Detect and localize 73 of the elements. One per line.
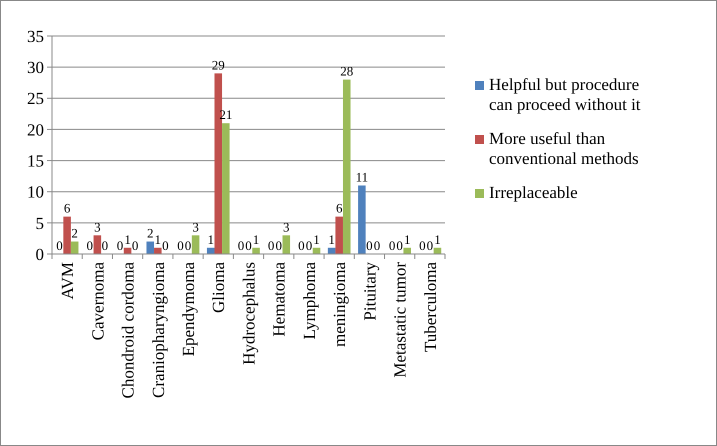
y-tick-label: 15 [27,152,44,171]
data-label: 6 [336,200,343,216]
x-tick-label: Hematoma [270,262,289,337]
data-label: 3 [283,219,290,234]
bar [94,235,102,254]
x-tick-label: Lymphoma [300,262,319,340]
x-tick-label: AVM [58,262,78,300]
data-label: 1 [207,232,214,247]
data-label: 3 [192,219,199,234]
bar [70,242,78,254]
data-label: 6 [64,200,71,216]
data-label: 0 [56,238,63,253]
x-tick-label: Ependymoma [178,262,198,356]
x-tick-label: Cavernoma [88,262,108,340]
data-label: 0 [116,238,124,253]
data-label: 1 [124,232,131,247]
data-label: 2 [71,226,78,241]
data-label: 1 [252,232,260,247]
data-label: 0 [238,238,244,253]
data-label: 0 [184,238,192,253]
data-label: 0 [306,238,312,253]
data-label: 1 [404,232,410,247]
data-label: 0 [245,238,252,253]
data-label: 0 [177,238,184,253]
x-tick-label: meningioma [330,262,350,347]
x-tick-label: Pituitary [360,262,380,321]
data-label: 0 [426,238,434,253]
y-tick-label: 25 [27,89,44,108]
data-label: 29 [212,57,225,72]
data-label: 0 [396,238,403,253]
y-tick-label: 5 [36,214,44,233]
bar [335,216,343,254]
data-label: 0 [275,238,282,253]
bar [192,235,200,254]
bar [342,80,351,254]
x-tick-label: Chondroid cordoma [118,262,138,398]
bar [222,123,230,254]
data-label: 11 [356,169,368,184]
data-label: 28 [340,64,354,79]
data-label: 1 [434,232,441,247]
x-tick-label: Glioma [209,262,228,313]
data-label: 0 [102,238,108,253]
bar [358,185,366,254]
data-label: 1 [328,232,335,247]
y-tick-label: 35 [27,26,44,46]
data-label: 0 [268,238,274,253]
data-label: 1 [154,232,162,247]
data-label: 0 [419,238,426,253]
data-label: 0 [162,238,169,253]
data-label: 0 [374,238,380,253]
x-tick-label: Craniopharyngioma [148,262,168,398]
x-tick-label: Tuberculoma [420,262,440,352]
bar [63,216,71,254]
data-label: 3 [94,219,101,234]
data-label: 2 [147,226,154,241]
data-label: 0 [298,238,305,253]
y-tick-label: 30 [27,58,44,78]
y-tick-label: 0 [36,244,44,264]
data-label: 0 [86,238,94,253]
data-label: 0 [132,238,138,253]
bar [146,242,154,254]
bar [312,248,320,254]
data-label: 1 [313,232,320,247]
bar [282,235,290,254]
x-tick-label: Metastatic tumor [390,262,410,378]
data-label: 0 [366,238,373,253]
x-tick-label: Hydrocephalus [239,262,258,365]
y-tick-label: 10 [27,182,44,202]
y-tick-label: 20 [27,120,44,140]
data-label: 0 [388,238,396,253]
legend-label: Irreplaceable [489,183,578,202]
legend-label: Helpful but procedure can proceed without it [489,75,641,114]
legend-label: More useful than conventional methods [489,129,639,168]
